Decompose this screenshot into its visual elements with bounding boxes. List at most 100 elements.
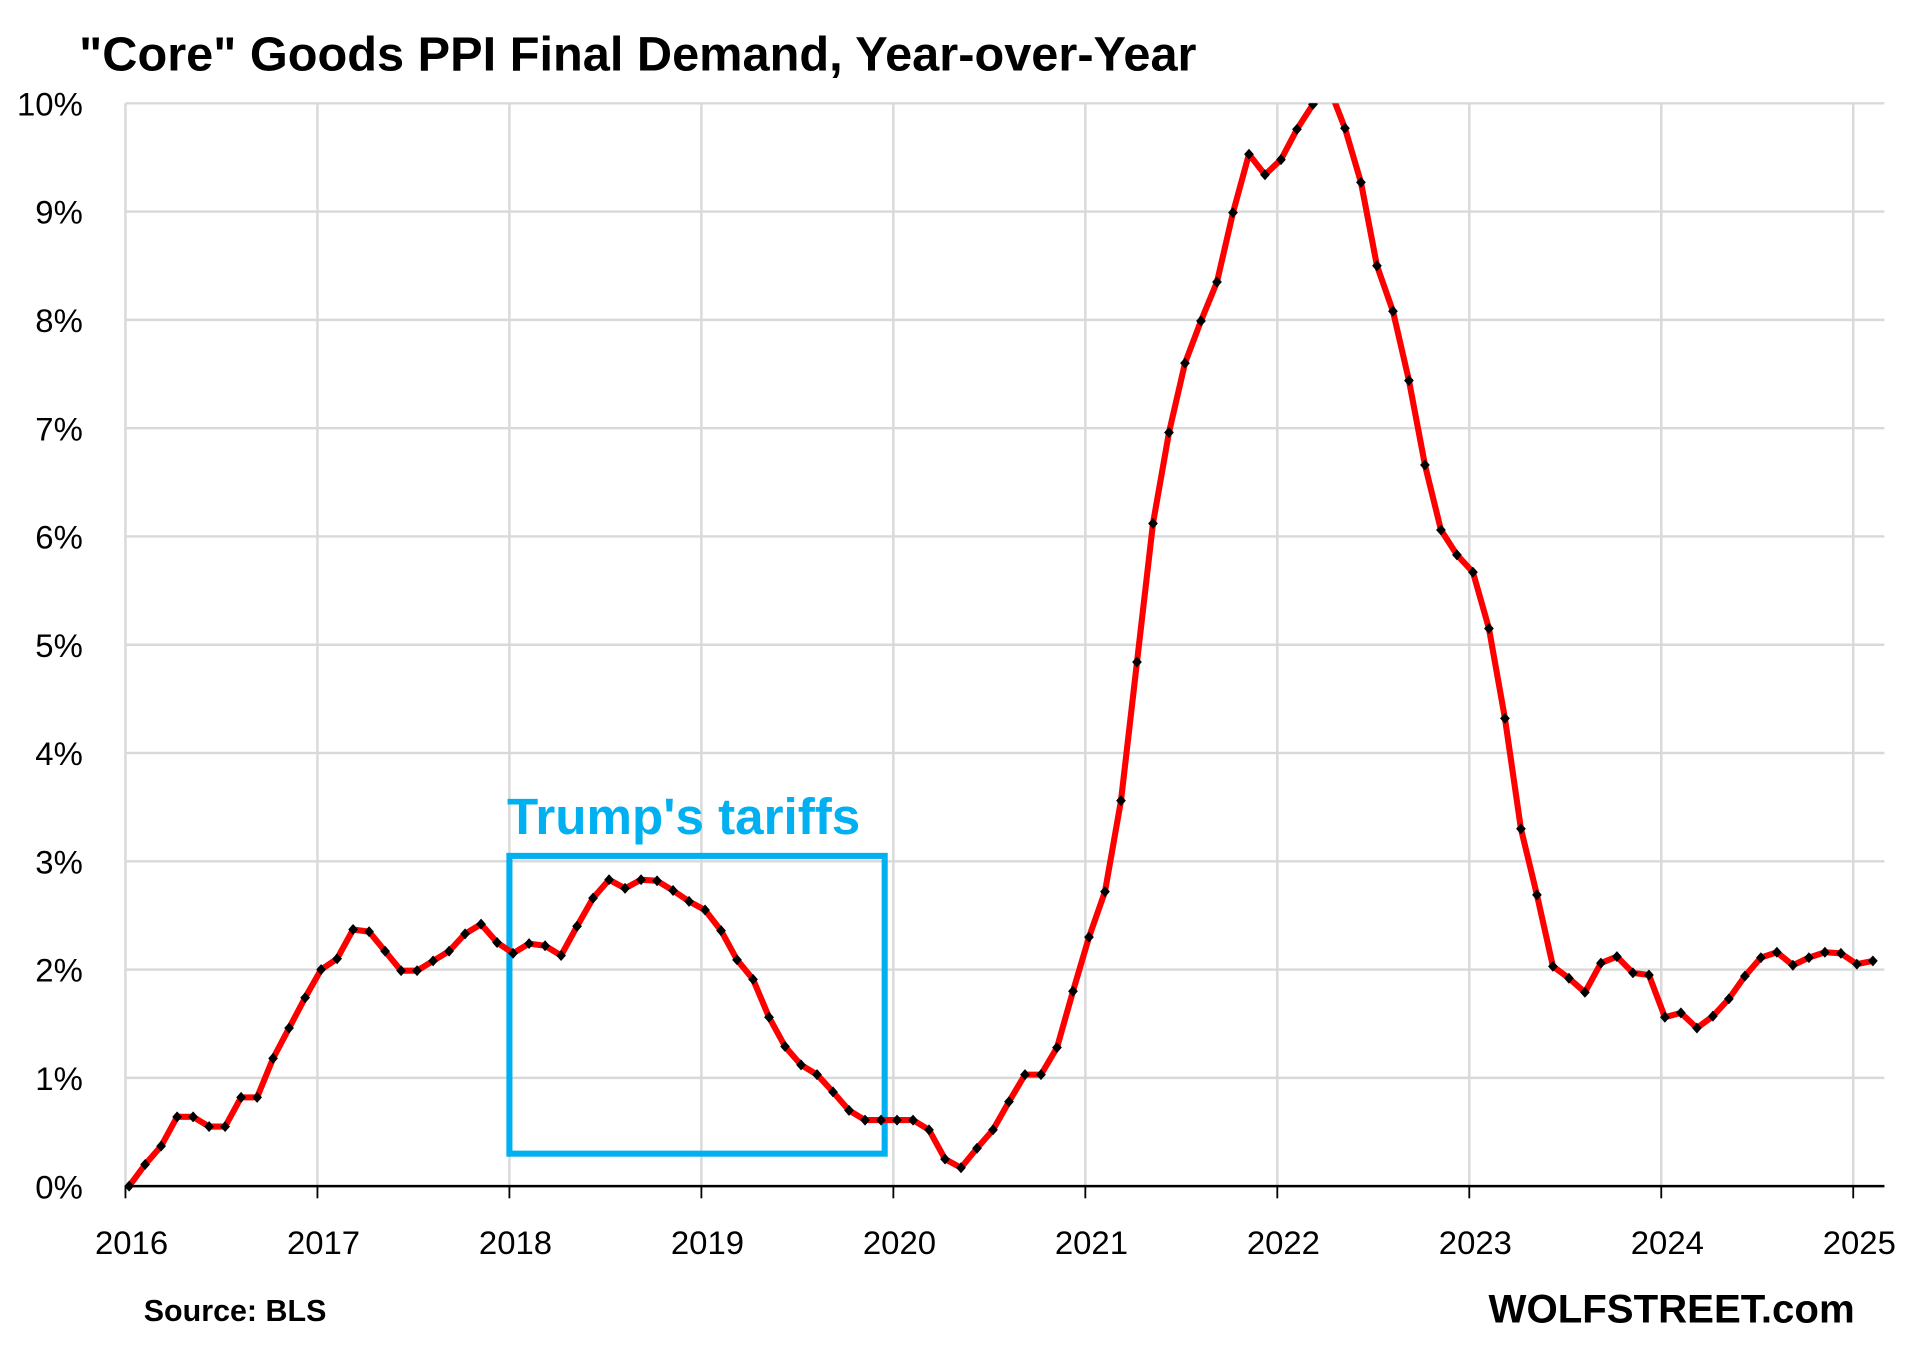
data-point (1516, 823, 1526, 835)
data-point (1084, 931, 1094, 943)
chart-title: "Core" Goods PPI Final Demand, Year-over… (79, 28, 1196, 82)
x-tick-label: 2024 (1631, 1224, 1704, 1261)
x-tick-label: 2023 (1439, 1224, 1512, 1261)
data-point (204, 1121, 214, 1133)
data-point (268, 1052, 278, 1064)
x-tick-label: 2016 (95, 1224, 168, 1261)
data-point (1612, 951, 1622, 963)
y-tick-label: 10% (17, 85, 83, 122)
data-point (1580, 986, 1590, 998)
data-point (1868, 955, 1878, 967)
x-tick-label: 2022 (1247, 1224, 1320, 1261)
data-point (956, 1162, 966, 1174)
data-point (1004, 1096, 1014, 1108)
data-point (940, 1153, 950, 1165)
x-axis: 2016 2017 2018 2019 2020 2021 2022 2023 2024 2025 (95, 1184, 1896, 1261)
data-point (524, 938, 534, 950)
data-point (620, 882, 630, 894)
y-tick-label: 9% (35, 194, 83, 231)
data-point (1660, 1011, 1670, 1023)
series-line (126, 103, 1874, 1188)
x-tick-label: 2018 (479, 1224, 552, 1261)
data-point (924, 1124, 934, 1136)
data-point (1564, 972, 1574, 984)
data-point (1628, 967, 1638, 979)
data-point (140, 1159, 150, 1170)
data-point (748, 973, 758, 985)
data-point (348, 924, 358, 935)
data-point (1420, 459, 1430, 471)
data-point (1036, 1069, 1046, 1081)
data-point (1724, 993, 1734, 1005)
data-point (716, 925, 726, 937)
data-point (476, 918, 486, 930)
data-point (1740, 970, 1750, 982)
x-tick-label: 2020 (863, 1224, 936, 1261)
data-point (1404, 375, 1414, 386)
data-point (1596, 957, 1606, 969)
data-point (220, 1121, 230, 1133)
data-point (988, 1124, 998, 1136)
data-point (812, 1069, 822, 1081)
data-point (1452, 549, 1462, 561)
data-point (668, 885, 678, 896)
data-point (1116, 795, 1126, 807)
data-point (1276, 154, 1286, 166)
data-point (700, 904, 710, 916)
grid (124, 102, 1885, 1188)
y-tick-label: 0% (35, 1168, 83, 1205)
y-tick-label: 1% (35, 1060, 83, 1097)
y-tick-label: 7% (35, 410, 83, 447)
data-point (1180, 357, 1190, 369)
data-point (636, 874, 646, 886)
data-point (1164, 427, 1174, 438)
data-point (284, 1022, 294, 1034)
data-point (780, 1040, 790, 1052)
data-point (540, 940, 550, 952)
data-point (1548, 960, 1558, 972)
data-point (1196, 315, 1206, 327)
data-point (508, 947, 518, 959)
data-point (1020, 1069, 1030, 1081)
series (124, 82, 1878, 1192)
x-tick-label: 2025 (1823, 1224, 1896, 1261)
source-label: Source: BLS (144, 1294, 327, 1328)
y-tick-label: 2% (35, 952, 83, 989)
data-point (828, 1086, 838, 1098)
data-point (1500, 712, 1510, 724)
data-point (764, 1011, 774, 1023)
data-point (972, 1142, 982, 1154)
x-tick-label: 2019 (671, 1224, 744, 1261)
data-point (124, 1180, 134, 1192)
data-point (364, 926, 374, 938)
y-tick-label: 6% (35, 519, 83, 556)
data-point (1820, 946, 1830, 958)
tariffs-box (506, 852, 888, 1157)
data-point (844, 1104, 854, 1116)
data-point (1676, 1007, 1686, 1019)
data-point (556, 950, 566, 961)
data-point (1324, 82, 1334, 93)
y-axis: 0% 1% 2% 3% 4% 5% 6% 7% 8% 9% 10% (17, 85, 83, 1205)
y-tick-label: 3% (35, 843, 83, 880)
data-point (444, 945, 454, 957)
data-point (156, 1140, 166, 1152)
data-point (1692, 1022, 1702, 1034)
brand-label: WOLFSTREET.com (1489, 1286, 1855, 1331)
x-tick-label: 2017 (287, 1224, 360, 1261)
annotation: Trump's tariffs (506, 788, 888, 1157)
data-point (732, 954, 742, 966)
data-point (1468, 566, 1478, 578)
tariffs-label: Trump's tariffs (507, 788, 860, 845)
data-point (1308, 103, 1318, 110)
y-tick-label: 5% (35, 627, 83, 664)
data-point (1372, 260, 1382, 272)
y-tick-label: 4% (35, 735, 83, 772)
y-tick-label: 8% (35, 302, 83, 339)
data-point (1836, 947, 1846, 959)
data-point (1772, 946, 1782, 958)
data-point (1228, 207, 1238, 219)
data-point (572, 920, 582, 932)
x-tick-label: 2021 (1055, 1224, 1128, 1261)
